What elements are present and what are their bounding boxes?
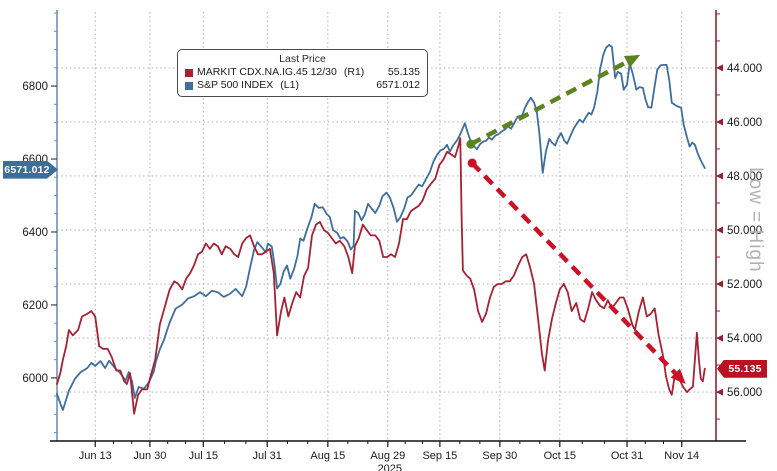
x-axis-date-label: Oct 15	[544, 450, 576, 462]
spx-series-swatch-icon	[185, 81, 193, 90]
cdx-last-price: 55.135	[387, 66, 420, 78]
cdx-last-price-tag: 55.135	[717, 359, 767, 378]
right-axis-tick-label: 56.000	[727, 387, 762, 399]
x-axis-date-label: Jun 30	[133, 450, 166, 462]
right-axis-tick-arrow-icon	[716, 226, 723, 234]
x-axis-date-label: Aug 29	[370, 450, 405, 462]
series-line-spx	[56, 43, 706, 411]
right-axis-tick-label: 52.000	[727, 279, 762, 291]
left-axis-tick-label: 6800	[22, 81, 48, 93]
right-axis-tick-arrow-icon	[716, 118, 723, 126]
right-axis-tick-label: 46.000	[727, 117, 762, 129]
legend-row-cdx[interactable]: MARKIT CDX.NA.IG.45 12/30 (R1) 55.135	[185, 66, 420, 79]
cdx-series-swatch-icon	[185, 68, 193, 77]
spx-series-label: S&P 500 INDEX	[197, 79, 274, 91]
x-axis-year-label: 2025	[378, 463, 402, 471]
green-up-arrow-head-icon	[623, 54, 641, 68]
green-up-arrow-start-dot	[466, 139, 476, 149]
legend-box: Last Price MARKIT CDX.NA.IG.45 12/30 (R1…	[177, 49, 428, 97]
spx-axis-tag: (L1)	[280, 79, 299, 91]
right-axis-tick-arrow-icon	[716, 280, 723, 288]
right-axis-tick-arrow-icon	[716, 172, 723, 180]
red-down-arrow-start-dot	[467, 158, 477, 168]
red-down-arrow	[470, 161, 677, 375]
right-axis-tick-label: 48.000	[727, 171, 762, 183]
x-axis-date-label: Jul 15	[189, 450, 218, 462]
cdx-axis-tag: (R1)	[343, 66, 365, 78]
watermark-text: Low = High	[745, 167, 766, 273]
x-axis-date-label: Jun 13	[79, 450, 112, 462]
x-axis-date-label: Jul 31	[253, 450, 282, 462]
right-axis-tick-arrow-icon	[716, 64, 723, 72]
legend-title: Last Price	[279, 53, 326, 65]
left-axis-tick-label: 6200	[22, 300, 48, 312]
x-axis-date-label: Oct 31	[611, 450, 643, 462]
x-axis-date-label: Aug 15	[310, 450, 345, 462]
legend-row-spx[interactable]: S&P 500 INDEX (L1) 6571.012	[185, 79, 420, 92]
spx-last-price-tag: 6571.012	[3, 160, 58, 179]
x-axis-date-label: Sep 15	[422, 450, 457, 462]
cdx-series-label: MARKIT CDX.NA.IG.45 12/30	[197, 66, 337, 78]
right-axis-tick-arrow-icon	[716, 334, 723, 342]
left-axis-tick-label: 6400	[22, 227, 48, 239]
x-axis-date-label: Sep 30	[482, 450, 517, 462]
red-down-arrow-head-icon	[670, 368, 686, 384]
spx-last-price: 6571.012	[376, 79, 420, 91]
right-axis-tick-arrow-icon	[716, 388, 723, 396]
left-axis-tick-label: 6000	[22, 373, 48, 385]
x-axis-date-label: Nov 14	[664, 450, 699, 462]
right-axis-tick-label: 54.000	[727, 333, 762, 345]
green-up-arrow	[469, 59, 628, 147]
right-axis-tick-label: 50.000	[727, 225, 762, 237]
right-axis-tick-label: 44.000	[727, 63, 762, 75]
